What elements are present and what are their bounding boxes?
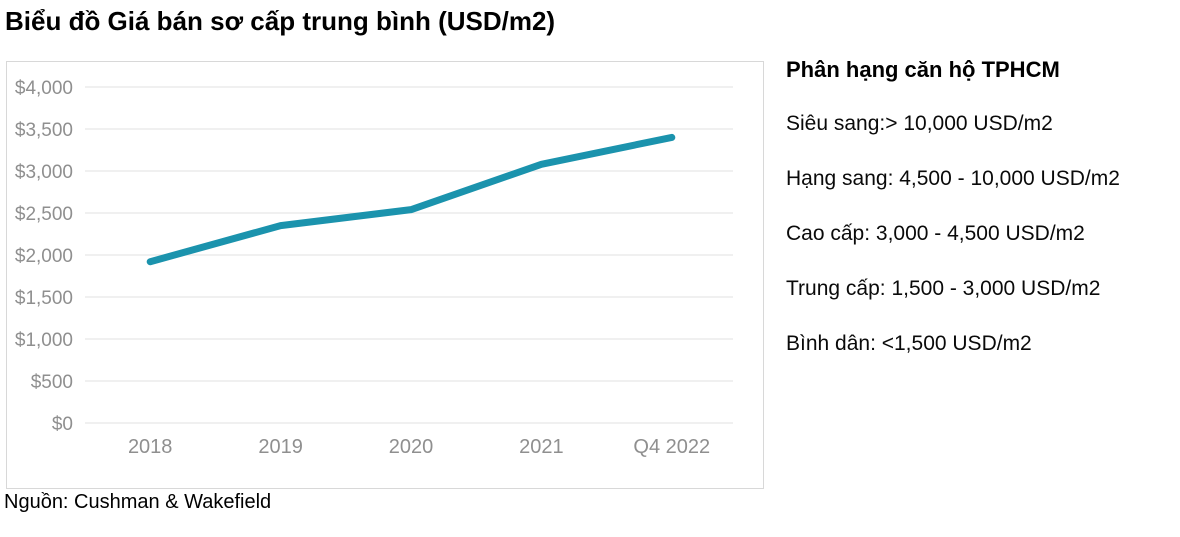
classification-panel-heading: Phân hạng căn hộ TPHCM [786, 57, 1060, 82]
y-tick-label: $2,000 [15, 246, 73, 267]
x-tick-label: 2021 [519, 436, 564, 458]
primary-price-line-chart: $0 $500 $1,000 $1,500 $2,000 $2,500 $3,000 $3,5… [15, 78, 733, 458]
y-tick-label: $3,500 [15, 120, 73, 141]
x-tick-label: 2018 [128, 436, 173, 458]
x-tick-label: 2019 [258, 436, 303, 458]
classification-item-trung-cap: Trung cấp: 1,500 - 3,000 USD/m2 [786, 277, 1101, 300]
chart-title: Biểu đồ Giá bán sơ cấp trung bình (USD/m… [5, 6, 556, 36]
price-line-series [146, 133, 676, 266]
classification-item-binh-dan: Bình dân: <1,500 USD/m2 [786, 332, 1032, 355]
y-tick-label: $1,500 [15, 288, 73, 309]
source-note: Nguồn: Cushman & Wakefield [4, 491, 272, 513]
classification-item-hang-sang: Hạng sang: 4,500 - 10,000 USD/m2 [786, 167, 1120, 190]
classification-panel: Phân hạng căn hộ TPHCM Siêu sang:> 10,00… [786, 57, 1178, 386]
y-tick-label: $2,500 [15, 204, 73, 225]
x-tick-label: Q4 2022 [633, 436, 710, 458]
classification-item-sieu-sang: Siêu sang:> 10,000 USD/m2 [786, 112, 1053, 135]
x-tick-label: 2020 [389, 436, 434, 458]
classification-item-cao-cap: Cao cấp: 3,000 - 4,500 USD/m2 [786, 222, 1085, 245]
line-chart-container: $0 $500 $1,000 $1,500 $2,000 $2,500 $3,000 $3,5… [6, 61, 764, 489]
y-tick-label: $3,000 [15, 162, 73, 183]
y-tick-label: $0 [52, 414, 73, 435]
y-tick-label: $4,000 [15, 78, 73, 99]
y-tick-label: $500 [31, 372, 73, 393]
y-tick-label: $1,000 [15, 330, 73, 351]
